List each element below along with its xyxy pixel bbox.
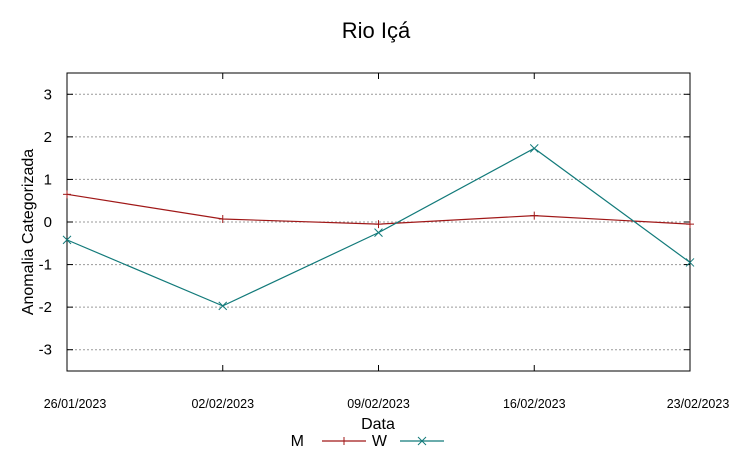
data-point-w [62, 235, 72, 245]
x-tick-label: 02/02/2023 [191, 397, 254, 411]
x-tick-label: 26/01/2023 [44, 397, 107, 411]
legend: M W [291, 433, 444, 450]
y-axis-label: Anomalia Categorizada [20, 149, 37, 315]
y-axis-ticks: 3 2 1 0 -1 -2 -3 [39, 86, 690, 359]
y-tick-label: -3 [39, 342, 52, 359]
y-tick-label: -2 [39, 299, 52, 316]
x-tick-label: 09/02/2023 [347, 397, 410, 411]
legend-marker-m [340, 437, 348, 445]
data-point-m [530, 211, 539, 220]
chart-title: Rio Içá [342, 18, 411, 43]
series-line-m [66, 193, 691, 225]
data-point-w [529, 143, 539, 153]
y-tick-label: 2 [44, 129, 52, 146]
y-tick-label: 1 [44, 171, 52, 188]
x-tick-label: 16/02/2023 [503, 397, 566, 411]
data-point-w [374, 228, 383, 237]
legend-label-m: M [291, 433, 304, 450]
data-point-w [218, 301, 228, 311]
x-axis-label: Data [361, 416, 395, 433]
y-tick-label: 3 [44, 86, 52, 103]
data-point-m [686, 220, 694, 229]
y-tick-label: 0 [44, 214, 52, 231]
data-point-m [374, 220, 383, 229]
y-tick-label: -1 [39, 257, 52, 274]
x-axis-ticks: 26/01/2023 02/02/2023 09/02/2023 16/02/2023… [44, 73, 730, 411]
x-tick-label: 23/02/2023 [667, 397, 730, 411]
data-point-m [63, 190, 71, 199]
data-point-m [218, 215, 227, 224]
data-point-w [685, 258, 695, 267]
series-group [62, 143, 695, 311]
legend-label-w: W [372, 433, 388, 450]
legend-marker-w [417, 436, 427, 446]
